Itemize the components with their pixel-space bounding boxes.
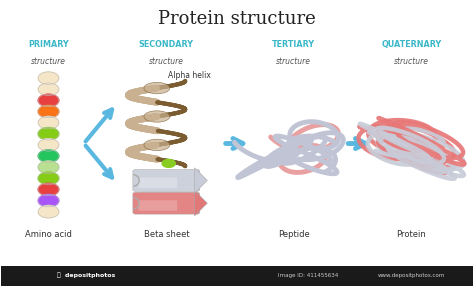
Circle shape — [38, 205, 59, 218]
Polygon shape — [195, 168, 207, 193]
Circle shape — [38, 127, 59, 140]
FancyBboxPatch shape — [1, 266, 473, 286]
Circle shape — [38, 117, 59, 129]
Text: Peptide: Peptide — [278, 230, 310, 239]
Circle shape — [38, 83, 59, 96]
Circle shape — [38, 139, 59, 151]
Circle shape — [38, 72, 59, 84]
Circle shape — [38, 161, 59, 173]
Circle shape — [38, 172, 59, 185]
Circle shape — [38, 183, 59, 196]
Circle shape — [38, 105, 59, 118]
Text: Image ID: 411455634: Image ID: 411455634 — [278, 273, 338, 278]
Circle shape — [38, 94, 59, 107]
FancyBboxPatch shape — [138, 178, 177, 188]
Text: Amino acid: Amino acid — [25, 230, 72, 239]
Ellipse shape — [144, 111, 170, 122]
FancyBboxPatch shape — [138, 200, 177, 211]
Text: Alpha helix: Alpha helix — [168, 71, 211, 80]
Text: structure: structure — [31, 57, 66, 65]
Text: Beta sheet: Beta sheet — [144, 230, 189, 239]
Text: www.depositphotos.com: www.depositphotos.com — [378, 273, 445, 278]
Text: TERTIARY: TERTIARY — [272, 40, 315, 49]
Text: SECONDARY: SECONDARY — [139, 40, 194, 49]
Polygon shape — [195, 191, 207, 216]
FancyBboxPatch shape — [133, 170, 200, 191]
Circle shape — [38, 150, 59, 162]
Text: Protein structure: Protein structure — [158, 10, 316, 28]
Ellipse shape — [144, 82, 170, 94]
Text: structure: structure — [149, 57, 184, 65]
Text: structure: structure — [394, 57, 429, 65]
Text: structure: structure — [276, 57, 311, 65]
Ellipse shape — [144, 139, 170, 151]
Circle shape — [162, 159, 175, 167]
Text: QUATERNARY: QUATERNARY — [381, 40, 441, 49]
Circle shape — [38, 194, 59, 207]
FancyBboxPatch shape — [133, 192, 200, 214]
Text: PRIMARY: PRIMARY — [28, 40, 69, 49]
Text: ⓓ  depositphotos: ⓓ depositphotos — [57, 273, 115, 278]
Text: Protein: Protein — [396, 230, 426, 239]
